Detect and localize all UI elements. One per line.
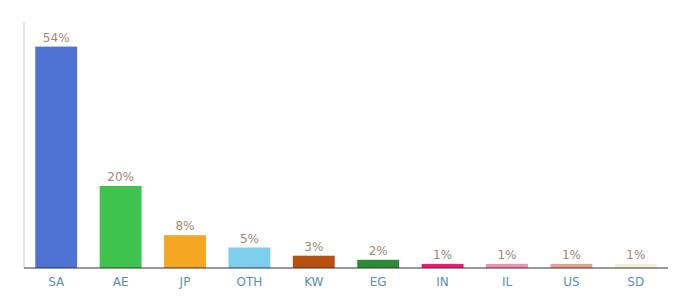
- data-label: 20%: [107, 170, 134, 184]
- bar: [422, 264, 464, 268]
- bar: [35, 47, 77, 268]
- bar: [486, 264, 528, 268]
- data-label: 54%: [43, 31, 70, 45]
- bars: [35, 47, 656, 268]
- data-label: 1%: [562, 248, 581, 262]
- bar: [357, 260, 399, 268]
- x-tick-label: IL: [502, 275, 513, 289]
- data-label: 1%: [626, 248, 645, 262]
- x-tick-label: OTH: [236, 275, 262, 289]
- x-tick-label: IN: [436, 275, 449, 289]
- bar: [615, 264, 657, 268]
- y-axis-line: [24, 22, 25, 268]
- bar: [228, 248, 270, 269]
- x-tick-label: KW: [304, 275, 323, 289]
- data-label: 3%: [304, 240, 323, 254]
- bar: [100, 186, 142, 268]
- bar: [164, 235, 206, 268]
- x-tick-label: US: [563, 275, 579, 289]
- x-tick-label: AE: [113, 275, 129, 289]
- x-axis-line: [24, 267, 668, 268]
- bar: [550, 264, 592, 268]
- data-label: 1%: [497, 248, 516, 262]
- bar: [293, 256, 335, 268]
- chart: 54% 20% 8% 5% 3% 2% 1% 1% 1% 1% SA AE JP OTH KW EG IN IL U…: [0, 0, 680, 300]
- x-tick-label: SD: [627, 275, 644, 289]
- data-label: 2%: [369, 244, 388, 258]
- data-label: 5%: [240, 232, 259, 246]
- data-label: 1%: [433, 248, 452, 262]
- data-label: 8%: [175, 219, 194, 233]
- x-tick-label: SA: [48, 275, 65, 289]
- x-tick-label: JP: [179, 275, 191, 289]
- x-tick-label: EG: [370, 275, 387, 289]
